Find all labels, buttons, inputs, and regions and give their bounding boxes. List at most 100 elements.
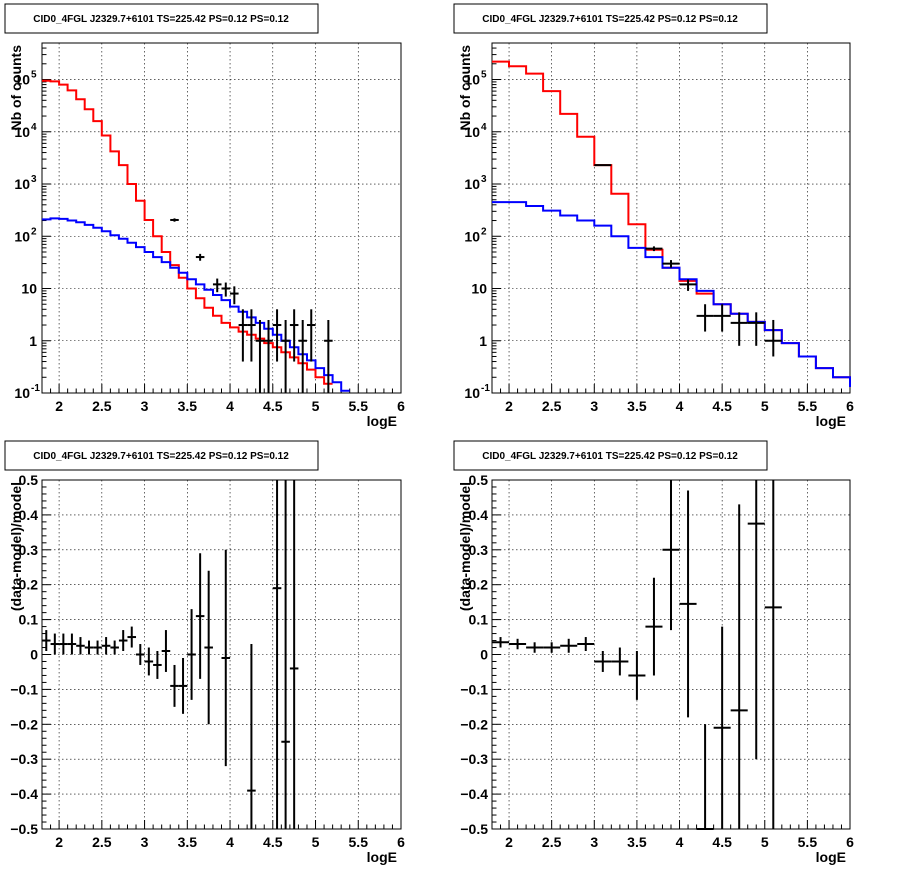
- title-frame: [4, 3, 319, 34]
- data-point: [577, 637, 595, 652]
- chart-title: CID0_4FGL J2329.7+6101 TS=225.42 PS=0.12…: [33, 451, 289, 462]
- x-axis-label: logE: [816, 849, 846, 865]
- data-point: [645, 246, 663, 252]
- y-tick-label: 10: [14, 385, 30, 401]
- data-point: [221, 549, 231, 767]
- data-point: [110, 640, 119, 655]
- x-tick-label: 3: [590, 834, 598, 850]
- data-point: [747, 312, 765, 346]
- data-point: [42, 630, 51, 652]
- x-tick-label: 4.5: [263, 834, 283, 850]
- data-point: [195, 253, 205, 261]
- x-tick-label: 5: [312, 398, 320, 414]
- y-tick-exponent: 3: [481, 174, 487, 185]
- data-point: [611, 647, 629, 676]
- x-tick-label: 2.5: [542, 834, 562, 850]
- y-tick-label: −0.2: [460, 716, 488, 732]
- y-tick-label: 0.3: [19, 542, 39, 558]
- data-point: [679, 279, 697, 291]
- data-point: [662, 480, 680, 631]
- y-tick-exponent: -1: [31, 383, 40, 394]
- chart-panel-2: CID0_4FGL J2329.7+6101 TS=225.42 PS=0.12…: [453, 3, 854, 429]
- data-point: [662, 260, 680, 268]
- y-tick-label: 0.5: [19, 472, 39, 488]
- y-tick-label: −0.1: [460, 681, 488, 697]
- x-tick-label: 5.5: [349, 834, 369, 850]
- series-line-2: [492, 201, 851, 387]
- grid: [42, 43, 401, 393]
- data-point: [153, 651, 162, 679]
- x-tick-label: 3.5: [178, 834, 198, 850]
- data-point: [289, 480, 299, 829]
- data-point: [543, 642, 561, 653]
- y-tick-label: −0.3: [460, 751, 488, 767]
- data-point: [324, 319, 333, 393]
- chart-title-box: CID0_4FGL J2329.7+6101 TS=225.42 PS=0.12…: [453, 3, 768, 34]
- grid: [492, 43, 850, 393]
- x-tick-label: 3: [141, 398, 149, 414]
- title-frame: [453, 3, 768, 34]
- y-tick-exponent: 2: [481, 226, 487, 237]
- y-tick-label: 10: [21, 281, 37, 297]
- chart-title: CID0_4FGL J2329.7+6101 TS=225.42 PS=0.12…: [33, 14, 289, 25]
- x-tick-label: 2: [505, 398, 513, 414]
- data-point: [713, 304, 731, 332]
- y-tick-exponent: 2: [31, 226, 37, 237]
- x-tick-label: 5.5: [798, 834, 818, 850]
- x-tick-label: 4: [676, 398, 684, 414]
- plot-area: [42, 79, 350, 393]
- data-point: [50, 633, 60, 655]
- y-tick-label: 10: [14, 228, 30, 244]
- x-tick-label: 6: [397, 398, 405, 414]
- data-point: [84, 640, 94, 655]
- x-tick-label: 2: [55, 398, 63, 414]
- data-point: [161, 630, 171, 672]
- y-tick-label: 10: [464, 176, 480, 192]
- y-tick-label: 0: [480, 647, 488, 663]
- x-tick-label: 2.5: [92, 834, 112, 850]
- data-point: [492, 637, 510, 648]
- data-point: [730, 504, 748, 829]
- data-point: [221, 282, 231, 297]
- y-tick-exponent: 4: [481, 122, 487, 133]
- y-tick-label: 0.5: [469, 472, 489, 488]
- title-frame: [4, 440, 319, 471]
- x-axis-label: logE: [816, 413, 846, 429]
- data-point: [247, 644, 256, 829]
- y-tick-label: −0.3: [10, 751, 38, 767]
- data-point: [67, 633, 77, 655]
- chart-title-box: CID0_4FGL J2329.7+6101 TS=225.42 PS=0.12…: [4, 3, 319, 34]
- y-axis-label: (data-model)/model: [8, 482, 24, 611]
- series-line-2: [42, 217, 350, 392]
- data-point: [127, 626, 137, 648]
- plot-area: [492, 60, 851, 387]
- data-point: [306, 309, 316, 362]
- data-point: [230, 286, 239, 305]
- data-point: [238, 309, 248, 362]
- data-point: [187, 609, 196, 700]
- y-tick-label: 0.4: [19, 507, 39, 523]
- y-tick-label: 10: [464, 124, 480, 140]
- data-point: [272, 480, 282, 829]
- y-tick-label: 0.2: [469, 577, 489, 593]
- chart-title: CID0_4FGL J2329.7+6101 TS=225.42 PS=0.12…: [482, 451, 738, 462]
- data-point: [204, 570, 213, 725]
- y-tick-exponent: -1: [481, 383, 490, 394]
- y-tick-exponent: 5: [31, 70, 37, 81]
- x-tick-label: 4.5: [712, 398, 732, 414]
- data-point: [118, 630, 128, 652]
- x-tick-label: 2: [505, 834, 513, 850]
- data-point: [93, 640, 102, 655]
- data-point: [247, 309, 256, 362]
- y-tick-label: 1: [479, 333, 487, 349]
- data-point: [696, 304, 714, 332]
- data-point: [170, 664, 179, 707]
- y-tick-label: 10: [14, 124, 30, 140]
- data-point: [170, 218, 179, 222]
- y-tick-exponent: 5: [481, 70, 487, 81]
- data-point: [212, 278, 222, 293]
- y-tick-label: −0.1: [10, 681, 38, 697]
- x-tick-label: 2: [55, 834, 63, 850]
- y-axis-label: (data-model)/model: [457, 482, 473, 611]
